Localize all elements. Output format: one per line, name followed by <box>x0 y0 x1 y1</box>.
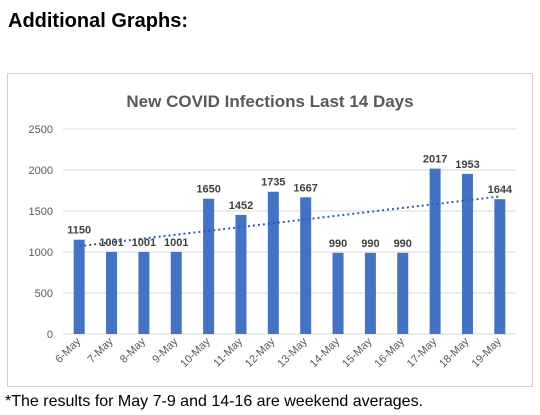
gridlines <box>63 128 516 335</box>
data-label: 1001 <box>132 237 156 249</box>
data-label: 990 <box>361 238 379 250</box>
x-tick-label: 16-May <box>372 335 407 370</box>
x-tick-label: 18-May <box>437 335 472 370</box>
y-tick-label: 1500 <box>29 206 53 218</box>
bar <box>364 252 376 334</box>
data-label: 1150 <box>67 225 91 237</box>
x-tick-label: 8-May <box>118 335 148 365</box>
x-tick-label: 19-May <box>470 335 505 370</box>
x-tick-label: 9-May <box>150 335 180 365</box>
data-labels: 1150 1001 1001 1001 1650 1452 1735 1667 990 990 99… <box>67 154 513 250</box>
y-tick-label: 2500 <box>29 124 53 136</box>
x-tick-label: 11-May <box>211 335 245 369</box>
y-axis-ticks: 0 500 1000 1500 2000 2500 <box>29 124 53 341</box>
bars <box>73 168 506 334</box>
covid-bar-chart: New COVID Infections Last 14 Days 0 500 10… <box>29 92 516 370</box>
data-label: 1650 <box>196 184 220 196</box>
bar <box>397 252 409 334</box>
bar <box>494 199 506 334</box>
chart-title: New COVID Infections Last 14 Days <box>126 92 413 111</box>
data-label: 1452 <box>229 200 253 212</box>
x-tick-label: 12-May <box>243 335 278 370</box>
data-label: 1001 <box>164 237 188 249</box>
bar <box>170 251 182 334</box>
footnote: *The results for May 7-9 and 14-16 are w… <box>5 393 424 410</box>
data-label: 1953 <box>455 159 479 171</box>
data-label: 1667 <box>293 182 317 194</box>
bar <box>300 197 312 334</box>
bar <box>429 168 441 334</box>
chart-frame: New COVID Infections Last 14 Days 0 500 10… <box>7 73 533 387</box>
x-tick-label: 6-May <box>53 335 83 365</box>
data-label: 1001 <box>99 237 123 249</box>
data-label: 2017 <box>423 154 447 166</box>
x-tick-label: 13-May <box>275 335 310 370</box>
data-label: 1644 <box>488 184 513 196</box>
x-tick-label: 14-May <box>308 335 343 370</box>
trendline <box>79 195 500 248</box>
x-tick-label: 7-May <box>86 335 116 365</box>
y-tick-label: 500 <box>35 288 53 300</box>
x-axis-ticks: 6-May 7-May 8-May 9-May10-May11-May12-May13… <box>53 335 504 370</box>
bar <box>203 198 215 334</box>
bar <box>332 252 344 334</box>
bar <box>461 173 473 334</box>
y-tick-label: 0 <box>47 329 53 341</box>
bar <box>235 214 247 334</box>
y-tick-label: 1000 <box>29 247 53 259</box>
x-tick-label: 17-May <box>405 335 440 370</box>
trendline-group <box>79 195 500 248</box>
bar <box>138 251 150 334</box>
data-label: 990 <box>394 238 412 250</box>
bar <box>106 251 118 334</box>
y-tick-label: 2000 <box>29 165 53 177</box>
bar <box>267 191 279 334</box>
data-label: 990 <box>329 238 347 250</box>
data-label: 1735 <box>261 177 285 189</box>
x-tick-label: 15-May <box>340 335 375 370</box>
page-heading: Additional Graphs: <box>8 10 188 32</box>
bar <box>73 239 85 334</box>
x-tick-label: 10-May <box>178 335 213 370</box>
